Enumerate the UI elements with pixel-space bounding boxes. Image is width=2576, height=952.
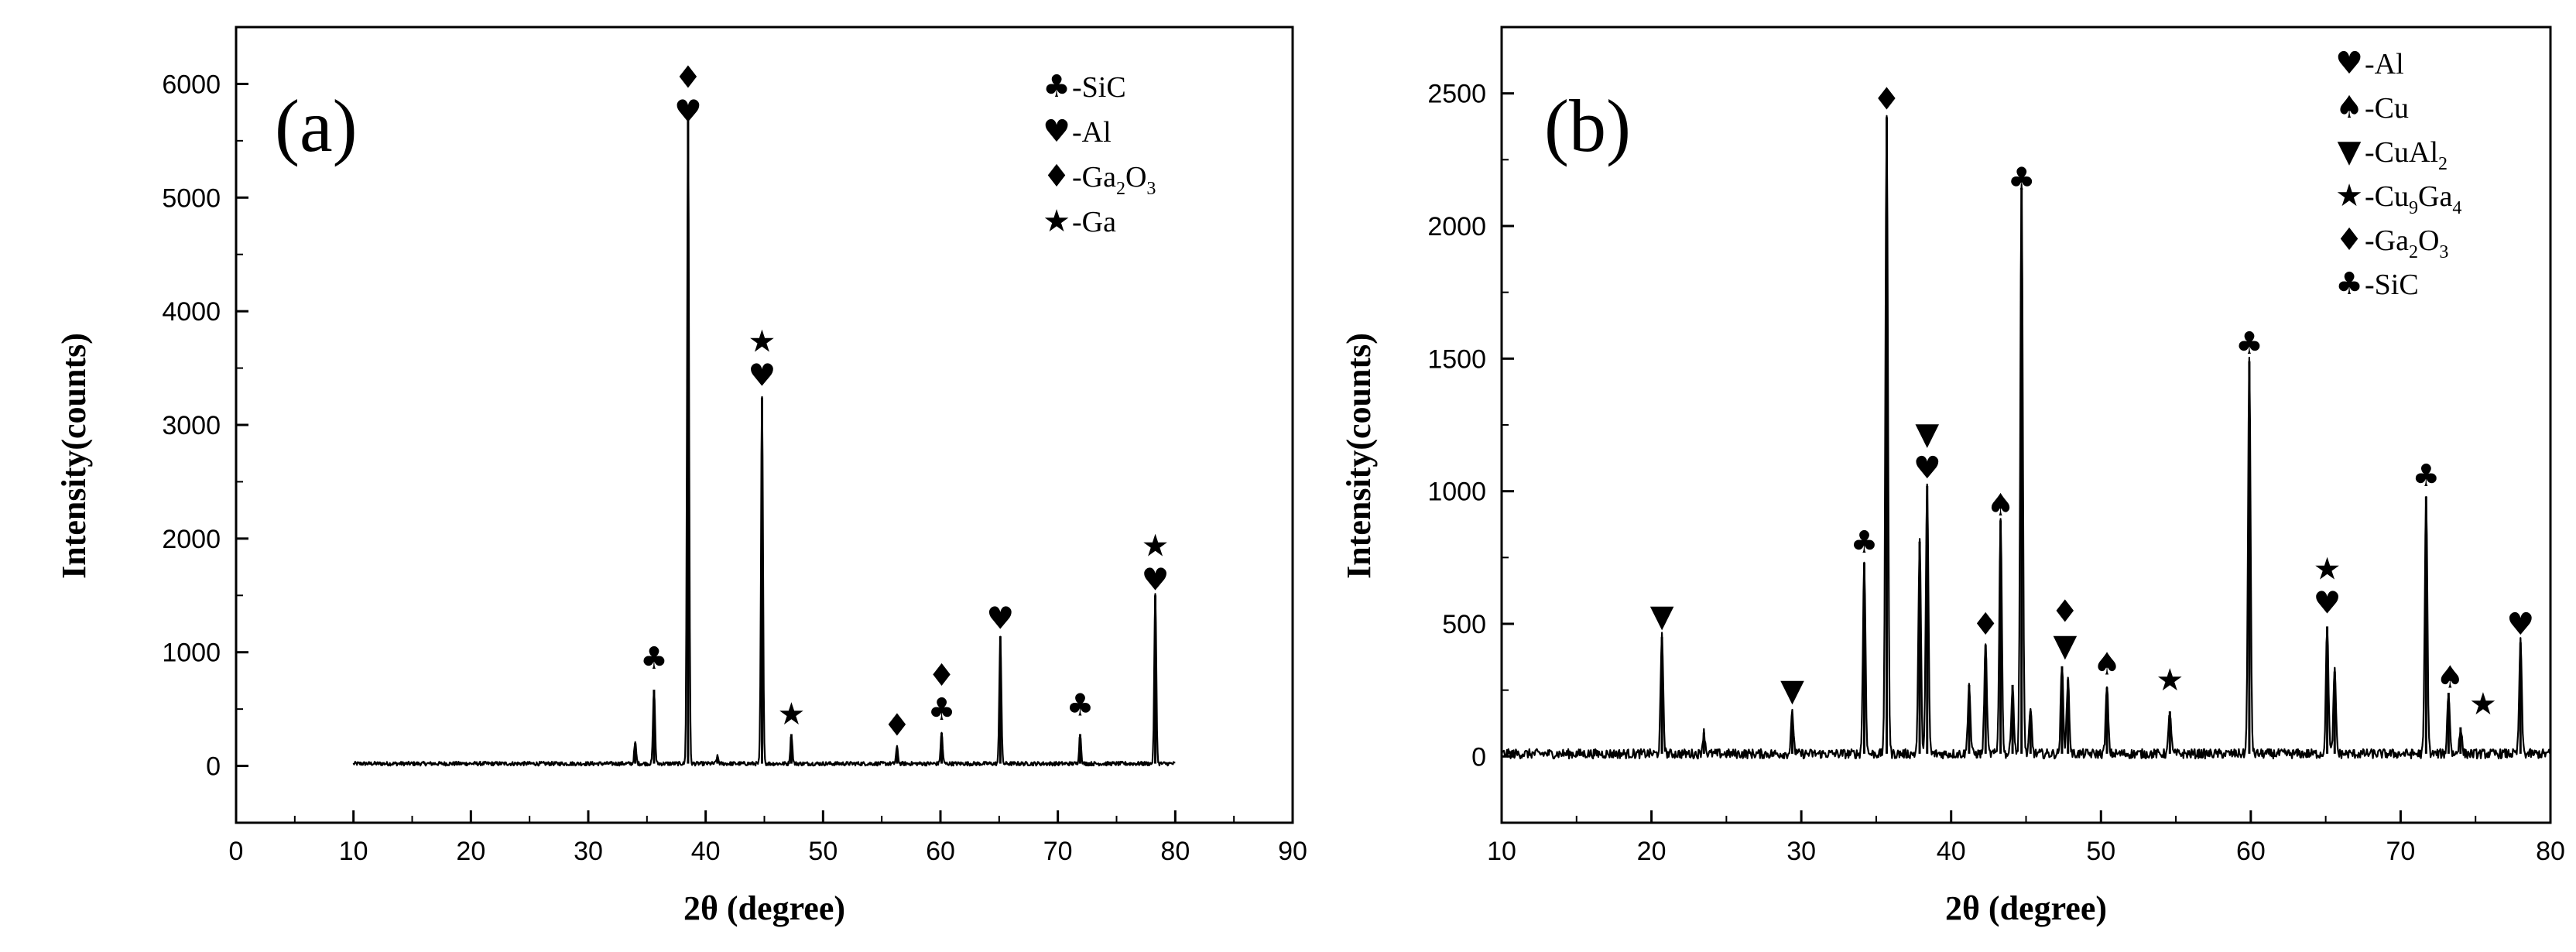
x-tick-label: 80 — [1160, 837, 1190, 866]
marker-spade-icon: ♠ — [2436, 660, 2464, 696]
y-tick-label: 4000 — [162, 297, 221, 327]
marker-triangle-down-icon: ▼ — [1650, 599, 1674, 635]
x-tick-label: 60 — [926, 837, 955, 866]
x-tick-label: 20 — [456, 837, 485, 866]
x-tick-label: 70 — [1043, 837, 1073, 866]
x-tick-label: 60 — [2236, 837, 2266, 866]
panel-label: (b) — [1544, 84, 1631, 167]
marker-heart-icon: ♥ — [2314, 586, 2341, 622]
y-tick-label: 6000 — [162, 70, 221, 99]
marker-star-icon: ★ — [2314, 552, 2341, 587]
x-tick-label: 10 — [339, 837, 368, 866]
marker-spade-icon: ♠ — [1987, 488, 2015, 523]
x-axis-title: 2θ (degree) — [683, 889, 845, 927]
marker-diamond-icon: ♦ — [2051, 594, 2079, 629]
y-axis-title: Intensity(counts) — [55, 333, 93, 579]
marker-star-icon: ★ — [777, 697, 805, 732]
marker-star-icon: ★ — [748, 324, 776, 359]
legend-spade-icon: ♠ — [2335, 90, 2363, 125]
marker-spade-icon: ♠ — [2093, 646, 2121, 682]
y-tick-label: 2000 — [162, 525, 221, 554]
legend-diamond-icon: ♦ — [2335, 222, 2363, 258]
legend-club-icon: ♣ — [1043, 69, 1070, 104]
y-tick-label: 2500 — [1427, 80, 1486, 109]
legend-label: -SiC — [1072, 71, 1126, 104]
y-tick-label: 1000 — [162, 639, 221, 668]
marker-club-icon: ♣ — [2412, 458, 2440, 494]
marker-diamond-icon: ♦ — [928, 658, 956, 693]
marker-star-icon: ★ — [2469, 687, 2497, 722]
legend-label: -Cu — [2365, 92, 2409, 125]
marker-star-icon: ★ — [2156, 663, 2184, 698]
marker-triangle-down-icon: ▼ — [1780, 673, 1804, 709]
marker-heart-icon: ♥ — [1913, 450, 1941, 486]
marker-star-icon: ★ — [1142, 529, 1170, 564]
legend-label: -SiC — [2365, 269, 2419, 301]
y-tick-label: 5000 — [162, 183, 221, 213]
marker-heart-icon: ♥ — [2506, 607, 2534, 642]
legend-label: -CuAl2 — [2365, 136, 2448, 174]
y-tick-label: 1000 — [1427, 478, 1486, 507]
legend-triangle-down-icon: ▼ — [2338, 134, 2362, 170]
marker-club-icon: ♣ — [1851, 525, 1879, 560]
marker-club-icon: ♣ — [2235, 326, 2263, 361]
y-tick-label: 500 — [1442, 610, 1486, 639]
marker-heart-icon: ♥ — [674, 94, 702, 130]
marker-club-icon: ♣ — [1067, 687, 1094, 723]
y-tick-label: 0 — [1471, 742, 1486, 772]
x-tick-label: 20 — [1637, 837, 1667, 866]
x-tick-label: 90 — [1278, 837, 1307, 866]
legend-label: -Ga — [1072, 206, 1116, 238]
marker-diamond-icon: ♦ — [674, 60, 702, 96]
x-tick-label: 30 — [574, 837, 603, 866]
x-tick-label: 80 — [2536, 837, 2565, 866]
legend-label: -Al — [1072, 116, 1112, 149]
legend-star-icon: ★ — [2335, 178, 2363, 214]
legend-label: -Cu9Ga4 — [2365, 180, 2461, 218]
marker-diamond-icon: ♦ — [883, 708, 911, 744]
marker-diamond-icon: ♦ — [1873, 82, 1901, 118]
panel-b: 10 20 30 40 50 60 70 80 0 500 1000 1500 2000 2500 2θ (… — [1340, 26, 2565, 927]
x-axis-title: 2θ (degree) — [1945, 889, 2107, 927]
legend-diamond-icon: ♦ — [1043, 159, 1070, 194]
y-tick-label: 3000 — [162, 411, 221, 440]
legend-heart-icon: ♥ — [2335, 46, 2363, 81]
marker-triangle-down-icon: ▼ — [1915, 416, 1939, 452]
panel-a: 0 10 20 30 40 50 60 70 80 90 0 1000 2000 3000 4000 5000… — [55, 26, 1307, 927]
marker-club-icon: ♣ — [928, 692, 956, 728]
marker-club-icon: ♣ — [2008, 161, 2036, 197]
x-tick-label: 0 — [229, 837, 244, 866]
y-tick-label: 0 — [206, 752, 221, 782]
x-tick-label: 40 — [691, 837, 721, 866]
marker-club-icon: ♣ — [640, 641, 668, 676]
y-axis-title: Intensity(counts) — [1340, 333, 1378, 579]
x-tick-label: 40 — [1937, 837, 1966, 866]
x-tick-label: 50 — [808, 837, 838, 866]
marker-triangle-down-icon: ▼ — [2053, 628, 2077, 663]
marker-heart-icon: ♥ — [986, 601, 1014, 637]
legend-label: -Al — [2365, 48, 2404, 80]
legend-club-icon: ♣ — [2335, 266, 2363, 302]
x-tick-label: 50 — [2086, 837, 2115, 866]
xrd-trace — [1500, 115, 2551, 760]
x-tick-label: 70 — [2386, 837, 2416, 866]
panel-label: (a) — [275, 84, 358, 167]
legend-heart-icon: ♥ — [1043, 114, 1070, 149]
y-tick-label: 1500 — [1427, 344, 1486, 374]
x-tick-label: 30 — [1786, 837, 1816, 866]
legend-label: -Ga2O3 — [2365, 224, 2448, 262]
legend-star-icon: ★ — [1043, 204, 1070, 239]
marker-heart-icon: ♥ — [1142, 563, 1170, 598]
marker-heart-icon: ♥ — [748, 358, 776, 393]
x-tick-label: 10 — [1487, 837, 1516, 866]
legend-label: -Ga2O3 — [1072, 161, 1156, 199]
xrd-trace — [352, 115, 1176, 767]
marker-diamond-icon: ♦ — [1971, 607, 1999, 642]
y-tick-label: 2000 — [1427, 212, 1486, 241]
